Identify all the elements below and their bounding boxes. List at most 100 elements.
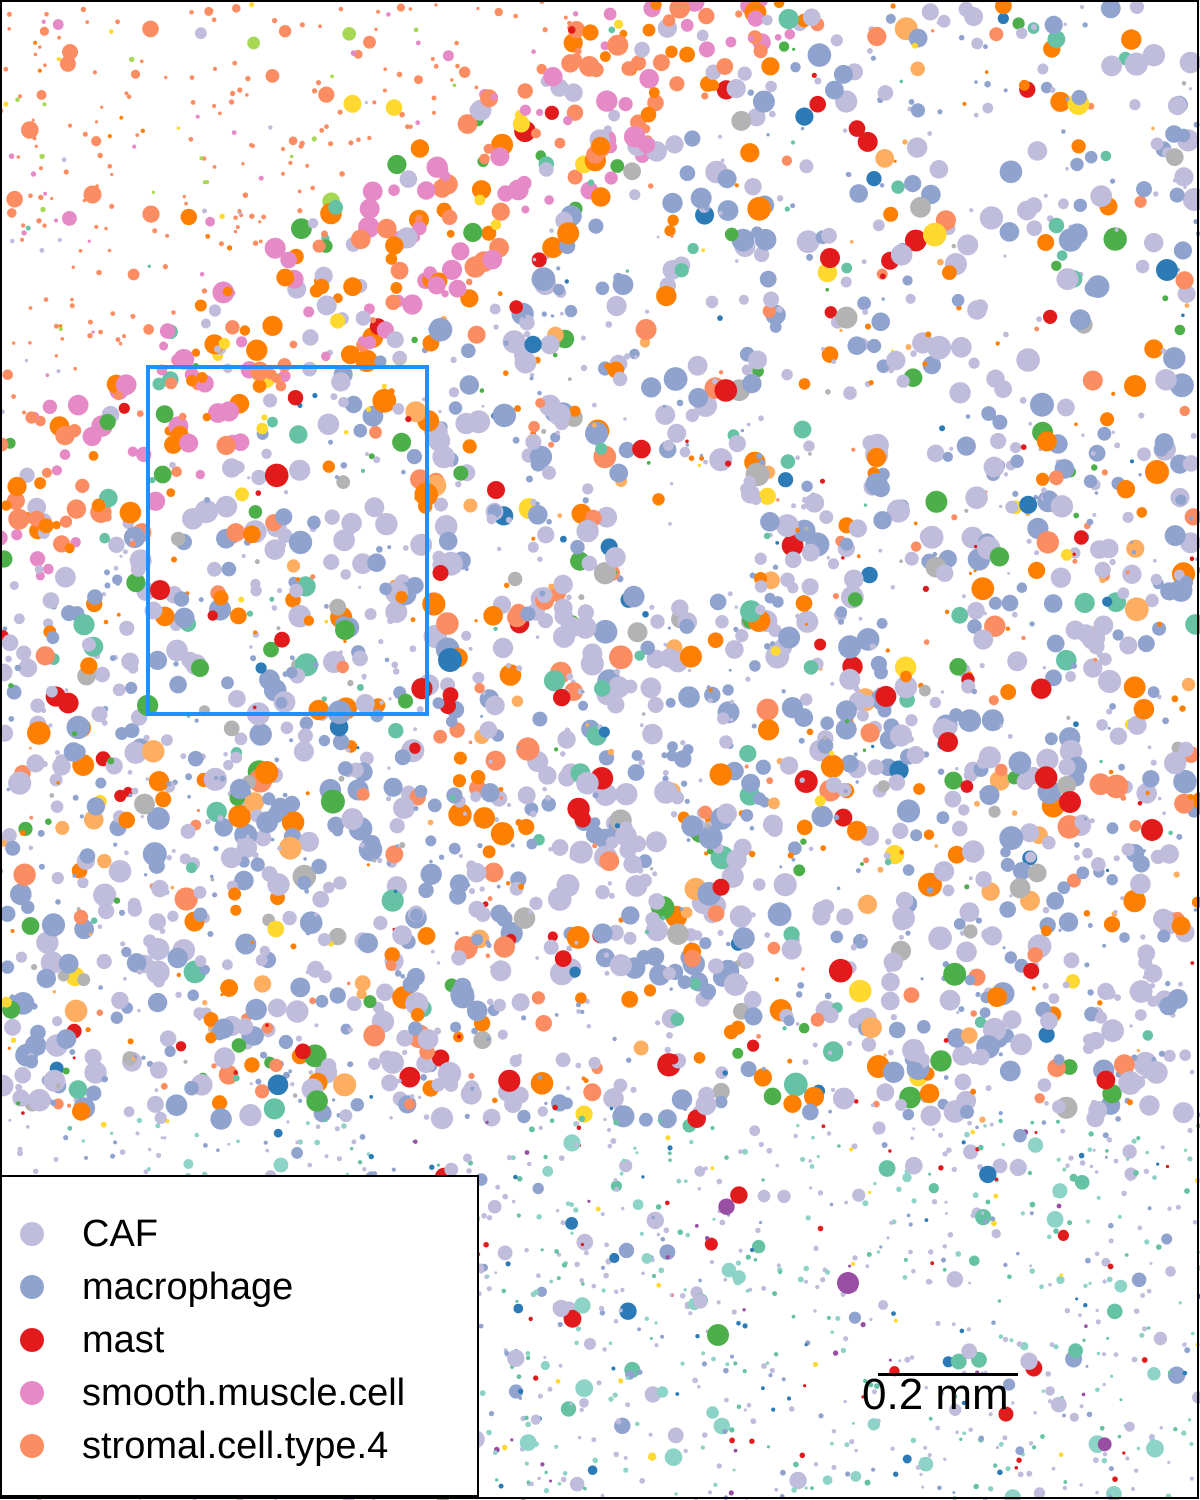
cell-dot (975, 991, 981, 998)
cell-dot (761, 1066, 766, 1071)
cell-dot (409, 742, 421, 754)
cell-dot (810, 1486, 814, 1490)
cell-dot (115, 337, 121, 343)
cell-dot (308, 1082, 315, 1088)
cell-dot (241, 554, 246, 558)
cell-dot (958, 34, 965, 41)
cell-dot (835, 718, 857, 740)
cell-dot (606, 295, 627, 317)
cell-dot (951, 1166, 957, 1173)
cell-dot (831, 1464, 837, 1470)
cell-dot (570, 1231, 574, 1236)
cell-dot (521, 205, 530, 214)
cell-dot (497, 1245, 513, 1261)
cell-dot (235, 487, 249, 502)
cell-dot (180, 208, 197, 226)
cell-dot (609, 645, 633, 670)
cell-dot (273, 1128, 283, 1138)
cell-dot (267, 416, 278, 428)
cell-dot (1019, 79, 1030, 91)
cell-dot (554, 606, 573, 626)
cell-dot (952, 820, 968, 837)
cell-dot (72, 794, 79, 801)
cell-dot (595, 442, 608, 455)
cell-dot (480, 714, 484, 718)
cell-dot (1042, 666, 1047, 670)
cell-dot (804, 1486, 808, 1490)
cell-dot (928, 1172, 932, 1176)
cell-dot (67, 1125, 73, 1131)
cell-dot (115, 374, 137, 396)
cell-dot (833, 64, 853, 84)
cell-dot (863, 503, 868, 507)
cell-dot (896, 1186, 902, 1193)
cell-dot (791, 1487, 797, 1493)
cell-dot (922, 222, 947, 247)
cell-dot (434, 515, 458, 538)
cell-dot (1034, 1131, 1038, 1134)
cell-dot (174, 887, 198, 911)
cell-dot (14, 1066, 31, 1084)
cell-dot (506, 881, 511, 886)
cell-dot (995, 0, 1012, 15)
cell-dot (62, 44, 78, 60)
cell-dot (830, 1087, 836, 1092)
cell-dot (577, 1435, 582, 1440)
cell-dot (417, 181, 436, 200)
cell-dot (28, 193, 33, 198)
cell-dot (793, 864, 806, 877)
cell-dot (1102, 1382, 1106, 1387)
cell-dot (96, 269, 102, 276)
cell-dot (220, 979, 239, 997)
cell-dot (690, 187, 712, 209)
cell-dot (753, 1258, 758, 1262)
cell-dot (1112, 1476, 1118, 1482)
cell-dot (769, 1367, 776, 1374)
cell-dot (1016, 582, 1028, 593)
cell-dot (586, 1024, 592, 1029)
cell-dot (998, 1441, 1004, 1447)
cell-dot (646, 461, 651, 465)
cell-dot (1145, 460, 1169, 484)
cell-dot (1088, 1131, 1094, 1137)
cell-dot (600, 1265, 606, 1270)
cell-dot (943, 1075, 949, 1080)
cell-dot (99, 532, 110, 544)
cell-dot (187, 794, 192, 799)
cell-dot (604, 362, 611, 370)
cell-dot (468, 888, 476, 895)
cell-dot (944, 1211, 948, 1215)
cell-dot (10, 929, 15, 933)
cell-dot (449, 794, 457, 802)
cell-dot (964, 1131, 970, 1138)
cell-dot (1007, 571, 1011, 575)
cell-dot (223, 752, 228, 757)
cell-dot (644, 1386, 662, 1403)
cell-dot (392, 350, 408, 366)
cell-dot (625, 1376, 630, 1380)
cell-dot (1109, 558, 1116, 566)
cell-dot (1083, 1283, 1088, 1289)
cell-dot (189, 10, 194, 15)
cell-dot (555, 1209, 560, 1213)
cell-dot (746, 1402, 752, 1408)
cell-dot (576, 1125, 582, 1130)
cell-dot (736, 1404, 742, 1410)
cell-dot (129, 56, 135, 63)
cell-dot (566, 673, 574, 680)
cell-dot (1074, 1175, 1090, 1190)
cell-dot (1091, 857, 1106, 872)
cell-dot (744, 178, 762, 196)
cell-dot (159, 323, 176, 339)
cell-dot (173, 348, 195, 370)
cell-dot (1062, 981, 1070, 989)
cell-dot (980, 1211, 985, 1215)
cell-dot (1096, 1351, 1101, 1356)
cell-dot (968, 1281, 972, 1285)
cell-dot (1125, 570, 1130, 575)
cell-dot (862, 936, 866, 941)
cell-dot (1005, 907, 1009, 911)
cell-dot (390, 261, 409, 280)
cell-dot (652, 54, 670, 72)
cell-dot (1131, 1356, 1138, 1363)
